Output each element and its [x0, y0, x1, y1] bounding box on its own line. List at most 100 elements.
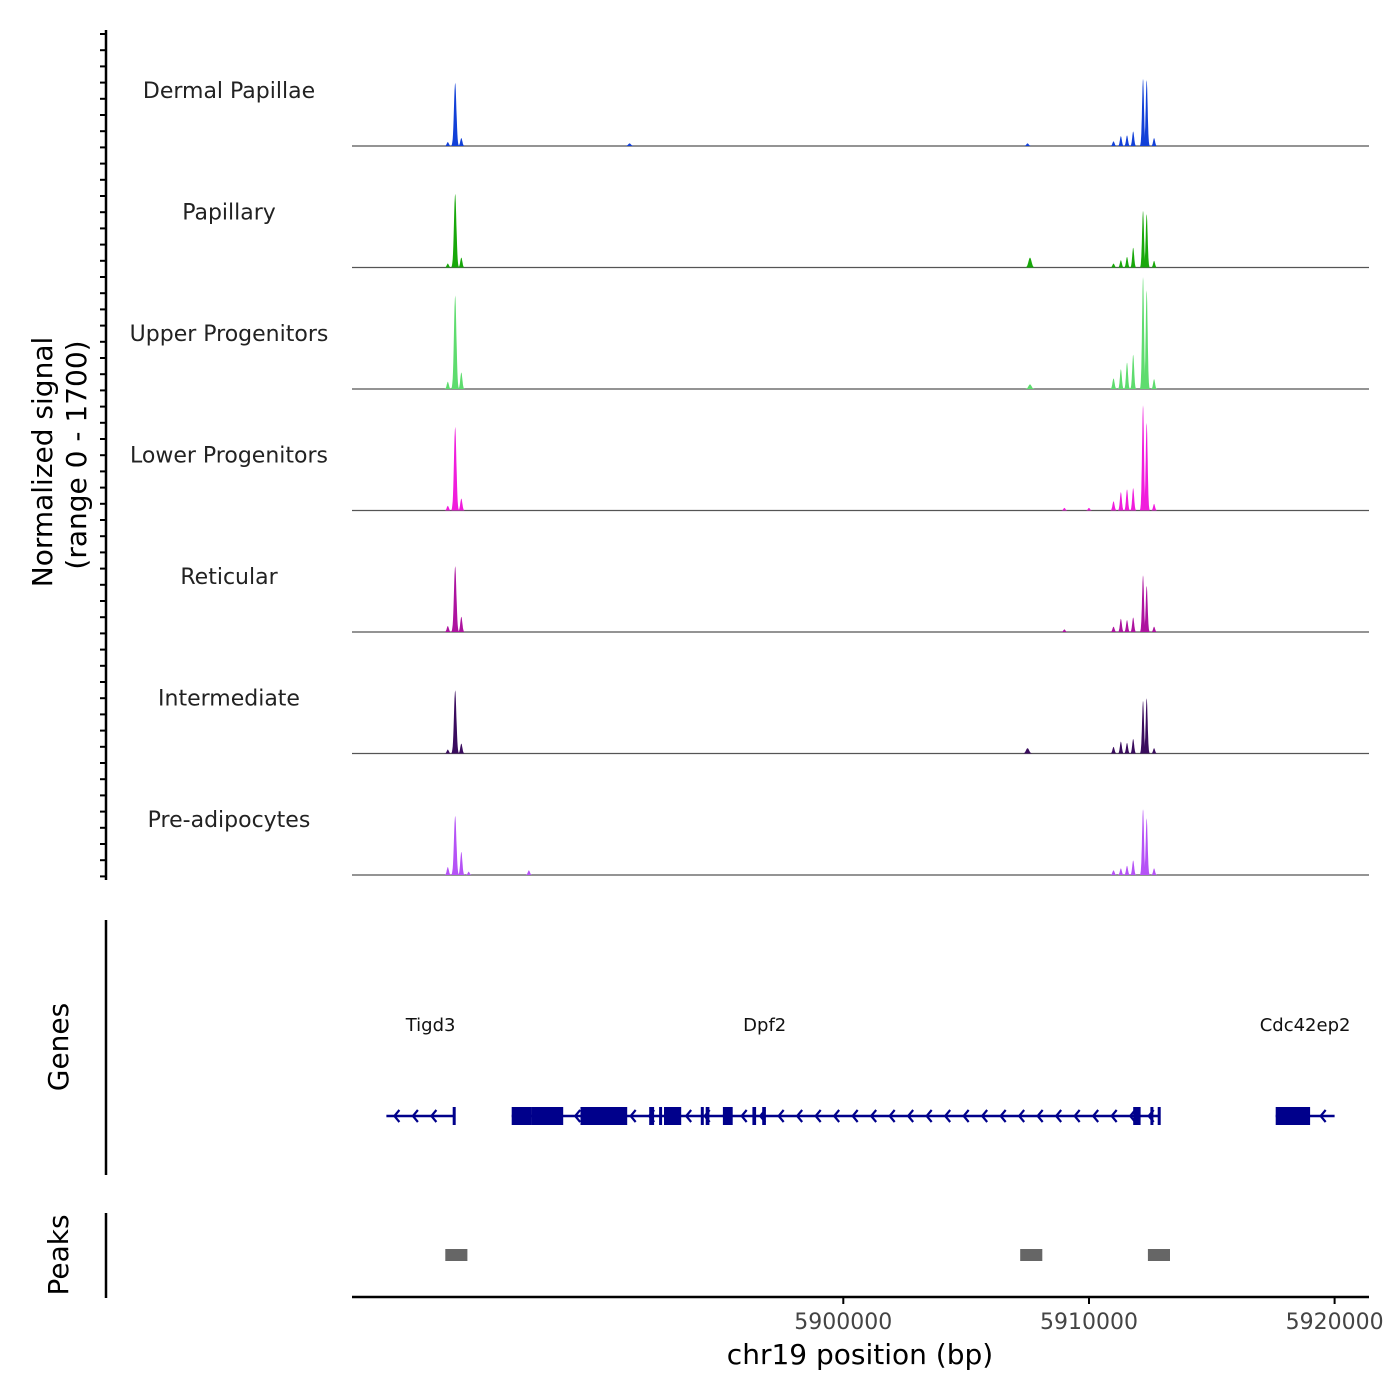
x-axis-label: chr19 position (bp) — [727, 1338, 993, 1371]
signal-peak — [1110, 501, 1117, 511]
strand-arrow — [411, 1109, 419, 1123]
signal-peak — [1143, 80, 1150, 146]
y-axis-label-line1: Normalized signal — [26, 337, 59, 588]
x-axis-ticks: 5900000 5910000 5920000 — [794, 1297, 1384, 1335]
signal-peak — [458, 138, 465, 146]
signal-peak — [458, 616, 465, 632]
strand-arrow — [999, 1109, 1007, 1123]
signal-peak — [1130, 617, 1137, 632]
signal-peak — [458, 372, 465, 389]
strand-arrow — [1017, 1109, 1026, 1123]
gene-exon — [752, 1107, 757, 1125]
signal-peak — [1124, 620, 1130, 632]
strand-arrow — [888, 1109, 896, 1123]
gene-exon — [452, 1107, 456, 1125]
gene-label: Tigd3 — [405, 1015, 456, 1036]
signal-peak — [1124, 257, 1130, 268]
gene-annotations: Tigd3 Dpf2 Cdc42ep2 — [386, 1015, 1350, 1125]
signal-peak — [1110, 870, 1117, 875]
signal-peak — [1151, 748, 1158, 754]
signal-peak — [1025, 384, 1035, 389]
strand-arrow — [1036, 1109, 1044, 1123]
gene-exon — [700, 1107, 704, 1125]
track-label: Upper Progenitors — [130, 322, 329, 347]
signal-peak — [1143, 214, 1150, 268]
signal-peak — [1025, 257, 1035, 268]
signal-peak — [458, 257, 465, 268]
signal-peak — [451, 295, 459, 389]
signal-peak — [1117, 492, 1124, 511]
signal-peak — [625, 143, 634, 146]
track-label: Reticular — [180, 565, 278, 590]
signal-peak — [458, 851, 465, 875]
signal-peak — [1130, 860, 1137, 875]
signal-peak — [451, 82, 459, 146]
gene-cdc42ep2: Cdc42ep2 — [1260, 1015, 1351, 1125]
peak-region — [445, 1249, 468, 1261]
signal-peak — [1140, 405, 1146, 511]
track-label: Pre-adipocytes — [148, 808, 311, 833]
signal-peak — [1085, 507, 1093, 511]
gene-dpf2: Dpf2 — [511, 1015, 1161, 1125]
track-label: Papillary — [182, 201, 276, 226]
signal-peak — [1140, 575, 1146, 632]
signal-peak — [1130, 488, 1137, 511]
track-papillary: Papillary — [182, 193, 1369, 269]
signal-peak — [1117, 741, 1124, 754]
y-axis-label: Normalized signal (range 0 - 1700) — [26, 337, 93, 588]
signal-peak — [1130, 131, 1137, 146]
signal-peak — [1151, 138, 1158, 146]
strand-arrow — [851, 1109, 859, 1123]
signal-peak — [1124, 489, 1130, 511]
gene-label: Cdc42ep2 — [1260, 1015, 1351, 1036]
signal-peak — [1061, 629, 1068, 632]
coverage-tracks: Dermal Papillae Papillary Upper Progenitor… — [130, 78, 1369, 876]
strand-arrow — [814, 1109, 822, 1123]
track-upper-progenitors: Upper Progenitors — [130, 277, 1369, 390]
peaks-panel-label: Peaks — [42, 1214, 75, 1295]
track-intermediate: Intermediate — [158, 687, 1369, 755]
track-label: Lower Progenitors — [130, 444, 328, 469]
signal-peak — [1143, 698, 1150, 754]
strand-arrow — [777, 1109, 785, 1123]
strand-arrow — [392, 1109, 401, 1123]
x-tick-label: 5900000 — [794, 1310, 892, 1335]
gene-exon — [762, 1107, 766, 1125]
signal-peak — [451, 426, 459, 511]
signal-peak — [1124, 362, 1130, 389]
signal-peak — [458, 743, 465, 754]
track-reticular: Reticular — [180, 565, 1369, 633]
signal-peak — [1140, 78, 1146, 146]
signal-peak — [1110, 141, 1117, 146]
signal-peak — [525, 870, 533, 875]
strand-arrow — [925, 1109, 933, 1123]
track-dermal-papillae: Dermal Papillae — [143, 78, 1369, 147]
signal-peak — [1124, 135, 1130, 146]
gene-tigd3: Tigd3 — [386, 1015, 456, 1125]
gene-exon — [511, 1107, 532, 1125]
signal-peak — [444, 626, 451, 632]
signal-peak — [1110, 746, 1117, 754]
strand-arrow — [1110, 1109, 1118, 1123]
signal-peak — [1140, 809, 1146, 875]
signal-peak — [1151, 379, 1158, 389]
signal-peak — [451, 566, 459, 632]
track-pre-adipocytes: Pre-adipocytes — [148, 808, 1369, 876]
signal-peak — [1151, 626, 1158, 632]
coverage-y-axis-ticks — [100, 33, 106, 878]
gene-exon — [649, 1107, 655, 1125]
signal-peak — [1151, 260, 1158, 268]
signal-peak — [1130, 247, 1137, 268]
strand-arrow — [573, 1109, 582, 1123]
strand-arrow — [740, 1109, 748, 1123]
strand-arrow — [1073, 1109, 1081, 1123]
gene-exon — [1133, 1107, 1141, 1125]
signal-peak — [451, 690, 459, 754]
signal-peak — [1110, 626, 1117, 632]
signal-peak — [1117, 868, 1124, 875]
strand-arrow — [962, 1109, 970, 1123]
signal-peak — [1117, 136, 1124, 146]
gene-exon — [664, 1107, 682, 1125]
signal-peak — [458, 498, 465, 511]
